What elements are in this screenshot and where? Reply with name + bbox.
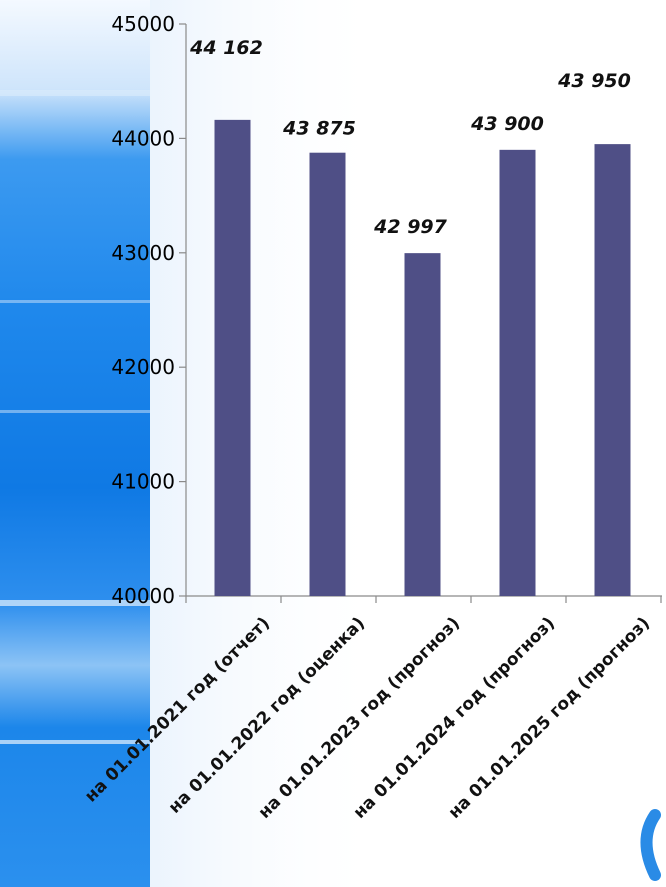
- y-tick-label: 43000: [111, 241, 175, 265]
- y-tick-label: 40000: [111, 584, 175, 608]
- category-label: на 01.01.2024 год (прогноз): [350, 613, 559, 822]
- y-tick-label: 41000: [111, 470, 175, 494]
- bar: [499, 149, 536, 596]
- y-tick-label: 44000: [111, 126, 175, 150]
- category-label: на 01.01.2025 год (прогноз): [445, 613, 654, 822]
- data-labels: 44 162 43 875 42 997 43 900 43 950: [189, 37, 631, 238]
- x-axis: [185, 595, 662, 603]
- bars: [214, 119, 631, 597]
- bar: [404, 253, 441, 597]
- data-label: 43 875: [282, 118, 356, 140]
- bar: [214, 119, 251, 597]
- y-tick-label: 42000: [111, 355, 175, 379]
- category-label: на 01.01.2021 год (отчет): [81, 613, 274, 806]
- data-label: 44 162: [189, 37, 263, 59]
- y-axis: 40000 41000 42000 43000 44000 45000: [111, 12, 187, 608]
- category-labels: на 01.01.2021 год (отчет)на 01.01.2022 г…: [81, 613, 654, 822]
- data-label: 43 900: [470, 113, 544, 135]
- bar: [309, 152, 346, 596]
- logo-fragment: [640, 809, 661, 881]
- bar: [594, 144, 631, 596]
- data-label: 42 997: [373, 216, 447, 238]
- data-label: 43 950: [557, 70, 631, 92]
- y-tick-label: 45000: [111, 12, 175, 36]
- category-label: на 01.01.2023 год (прогноз): [255, 613, 464, 822]
- category-label: на 01.01.2022 год (оценка): [165, 613, 369, 817]
